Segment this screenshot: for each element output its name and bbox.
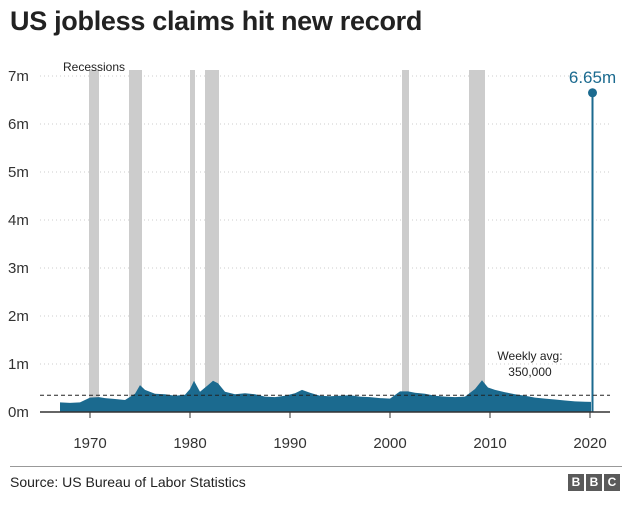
spike-label: 6.65m [569, 68, 616, 87]
y-tick-label: 2m [8, 308, 29, 325]
average-label: 350,000 [508, 365, 552, 379]
recession-band [89, 70, 99, 412]
recession-band [469, 70, 485, 412]
x-tick-label: 2000 [373, 435, 406, 452]
x-tick-label: 1990 [273, 435, 306, 452]
x-tick-label: 2020 [573, 435, 606, 452]
x-tick-label: 1980 [173, 435, 206, 452]
claims-area-shape [60, 380, 591, 412]
y-tick-label: 4m [8, 212, 29, 229]
x-tick-label: 2010 [473, 435, 506, 452]
logo-letter: B [568, 474, 584, 491]
chart-title: US jobless claims hit new record [10, 6, 423, 36]
average-label: Weekly avg: [497, 349, 562, 363]
logo-letter: C [604, 474, 620, 491]
x-tick-label: 1970 [73, 435, 106, 452]
logo-letter: B [586, 474, 602, 491]
recessions-label: Recessions [63, 60, 125, 74]
labels: 0m 1m 2m 3m 4m 5m 6m 7m 1970 1980 1990 2000 2010 2020… [8, 60, 616, 452]
spike-point [588, 88, 597, 98]
footer-divider [10, 466, 622, 467]
y-tick-label: 6m [8, 116, 29, 133]
y-tick-label: 1m [8, 356, 29, 373]
y-tick-label: 3m [8, 260, 29, 277]
y-tick-label: 0m [8, 404, 29, 421]
recession-band [190, 70, 195, 412]
recession-band [129, 70, 142, 412]
recession-band [205, 70, 219, 412]
y-tick-label: 7m [8, 68, 29, 85]
axes [40, 411, 610, 418]
jobless-claims-chart: 0m 1m 2m 3m 4m 5m 6m 7m 1970 1980 1990 2000 2010 2020… [8, 60, 616, 452]
recession-bands [89, 70, 485, 412]
recession-band [402, 70, 409, 412]
claims-area [60, 88, 597, 412]
source-note: Source: US Bureau of Labor Statistics [10, 474, 246, 490]
gridlines [40, 75, 610, 365]
bbc-logo: B B C [568, 474, 620, 491]
y-tick-label: 5m [8, 164, 29, 181]
